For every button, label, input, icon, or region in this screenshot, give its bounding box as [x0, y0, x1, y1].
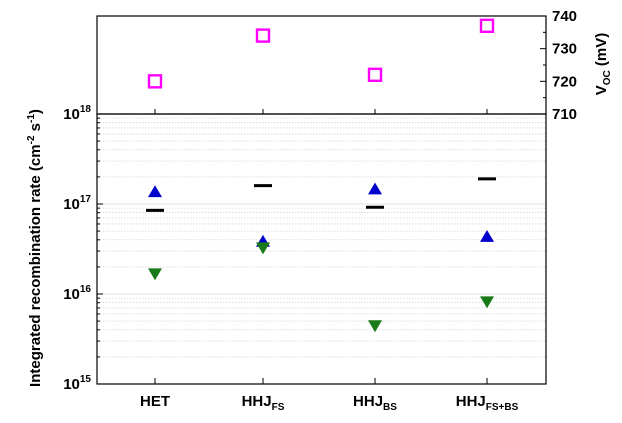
voc-tick-label: 730: [552, 41, 577, 58]
x-category-sub: FS: [272, 402, 285, 413]
x-category-main: HHJ: [456, 393, 486, 410]
rec-axis-title-exp2: -1: [26, 114, 37, 123]
rec-tick-base: 10: [63, 376, 80, 393]
rec-axis-title-exp1: -2: [26, 135, 37, 144]
voc-axis-title-unit: (mV): [593, 33, 610, 71]
rec-triangle-down-marker: [368, 320, 382, 333]
voc-axis-title: VOC (mV): [593, 33, 613, 96]
voc-point: [255, 28, 271, 43]
rec-tick-label: 1018: [63, 104, 91, 123]
voc-plot-frame: [96, 15, 547, 115]
rec-tick-exp: 18: [80, 104, 92, 115]
voc-tick-label: 720: [552, 73, 577, 90]
rec-tick-exp: 17: [80, 194, 92, 205]
voc-tick-label: 710: [552, 106, 577, 123]
x-category-sub: FS+BS: [486, 402, 519, 413]
rec-plot-frame: [96, 113, 547, 385]
voc-tick-label: 740: [552, 8, 577, 25]
rec-triangle-up-marker: [480, 229, 494, 242]
x-category-label: HHJFS: [242, 393, 285, 413]
x-category-sub: BS: [383, 402, 397, 413]
recombination-axis-title: Integrated recombination rate (cm-2 s-1): [26, 109, 44, 387]
x-category-main: HET: [140, 393, 170, 410]
rec-tick-label: 1015: [63, 374, 91, 393]
rec-triangle-down-marker: [480, 296, 494, 309]
x-category-label: HHJBS: [353, 393, 397, 413]
rec-tick-exp: 15: [80, 374, 92, 385]
rec-tick-base: 10: [63, 106, 80, 123]
x-category-main: HHJ: [353, 393, 383, 410]
voc-panel: 710 720 730 740 1018: [63, 8, 577, 123]
rec-tick-label: 1017: [63, 194, 91, 213]
rec-triangle-up-marker: [148, 185, 162, 198]
rec-triangle-down-marker: [256, 242, 270, 255]
voc-point: [147, 74, 163, 89]
rec-triangle-up-marker: [368, 182, 382, 195]
rec-tick-label: 1016: [63, 284, 91, 303]
voc-point: [367, 67, 383, 83]
x-category-label: HHJFS+BS: [456, 393, 519, 413]
voc-axis-title-main: V: [593, 85, 610, 95]
x-category-label: HET: [140, 393, 170, 410]
rec-axis-title-mid: s: [27, 123, 44, 136]
voc-axis-title-sub: OC: [602, 70, 613, 85]
rec-tick-exp: 16: [80, 284, 92, 295]
x-category-main: HHJ: [242, 393, 272, 410]
rec-axis-title-end: ): [27, 109, 44, 114]
rec-tick-base: 10: [63, 196, 80, 213]
rec-axis-title-main: Integrated recombination rate (cm: [27, 144, 44, 387]
voc-point: [479, 18, 495, 33]
rec-triangle-down-marker: [148, 268, 162, 281]
rec-tick-base: 10: [63, 286, 80, 303]
